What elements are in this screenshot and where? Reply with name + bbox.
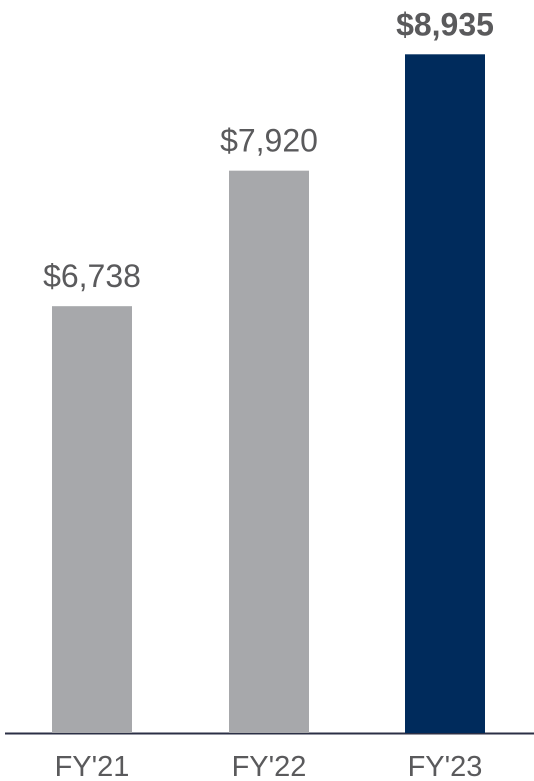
value-label: $7,920 — [220, 123, 318, 159]
x-tick-label: FY'23 — [408, 751, 483, 781]
value-label: $8,935 — [396, 6, 494, 42]
bar — [52, 306, 132, 733]
x-tick-label: FY'22 — [232, 751, 307, 781]
value-label: $6,738 — [43, 258, 141, 294]
bar — [405, 54, 485, 733]
bar — [229, 170, 309, 733]
x-tick-label: FY'21 — [55, 751, 130, 781]
